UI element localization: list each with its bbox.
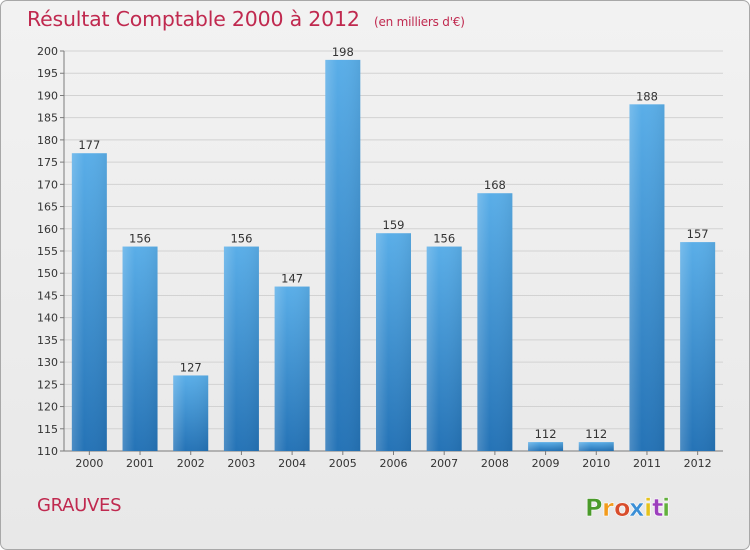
logo-letter: i — [644, 494, 652, 522]
y-tick-label: 150 — [37, 267, 58, 280]
y-tick-label: 165 — [37, 201, 58, 214]
bar-shading — [426, 246, 462, 451]
data-label: 177 — [78, 138, 100, 152]
x-tick-label: 2001 — [126, 457, 154, 470]
data-label: 188 — [636, 89, 658, 103]
bar-shading — [477, 193, 513, 451]
data-label: 157 — [687, 227, 709, 241]
bar-shading — [122, 246, 158, 451]
y-tick-label: 175 — [37, 156, 58, 169]
logo-letter: o — [614, 494, 631, 522]
y-tick-label: 145 — [37, 289, 58, 302]
x-tick-label: 2003 — [227, 457, 255, 470]
bar-shading — [680, 242, 716, 451]
data-label: 147 — [281, 272, 303, 286]
y-tick-label: 170 — [37, 178, 58, 191]
x-tick-label: 2011 — [633, 457, 661, 470]
commune-name: GRAUVES — [37, 495, 122, 516]
y-tick-label: 130 — [37, 356, 58, 369]
bar-shading — [629, 104, 665, 451]
bar-shading — [223, 246, 259, 451]
chart-title: Résultat Comptable 2000 à 2012 (en milli… — [27, 7, 465, 31]
data-label: 112 — [585, 427, 607, 441]
x-tick-label: 2009 — [532, 457, 560, 470]
x-tick-label: 2000 — [75, 457, 103, 470]
x-tick-label: 2012 — [684, 457, 712, 470]
x-tick-label: 2010 — [582, 457, 610, 470]
logo-letter: x — [629, 494, 645, 522]
data-label: 156 — [230, 232, 252, 246]
logo-letter: t — [652, 494, 663, 522]
data-label: 156 — [433, 232, 455, 246]
y-tick-label: 110 — [37, 445, 58, 458]
logo-letter: P — [585, 494, 603, 522]
y-tick-label: 125 — [37, 378, 58, 391]
y-tick-label: 190 — [37, 89, 58, 102]
x-tick-label: 2002 — [177, 457, 205, 470]
y-tick-label: 120 — [37, 401, 58, 414]
chart-title-unit: (en milliers d'€) — [374, 15, 465, 29]
bar-shading — [325, 59, 361, 452]
logo-letter: r — [602, 494, 614, 522]
data-labels: 177 156 127 156 147 198 159 156 168 112 112 188 157 — [78, 45, 708, 441]
bars — [71, 59, 716, 452]
x-tick-label: 2004 — [278, 457, 306, 470]
data-label: 127 — [180, 360, 202, 374]
x-tick-label: 2008 — [481, 457, 509, 470]
bar-shading — [173, 375, 209, 451]
y-tick-label: 155 — [37, 245, 58, 258]
bar-shading — [578, 442, 614, 451]
y-tick-label: 160 — [37, 223, 58, 236]
bar-shading — [376, 233, 411, 451]
y-tick-label: 195 — [37, 67, 58, 80]
x-tick-label: 2005 — [329, 457, 357, 470]
data-label: 112 — [535, 427, 557, 441]
y-tick-label: 200 — [37, 45, 58, 58]
y-tick-label: 115 — [37, 423, 58, 436]
logo-letter: i — [662, 494, 670, 522]
data-label: 198 — [332, 45, 354, 59]
y-tick-label: 135 — [37, 334, 58, 347]
y-tick-label: 185 — [37, 112, 58, 125]
bar-shading — [274, 286, 310, 451]
data-label: 168 — [484, 178, 506, 192]
x-tick-label: 2007 — [430, 457, 458, 470]
bar-shading — [528, 442, 564, 451]
y-tick-label: 140 — [37, 312, 58, 325]
x-tick-label: 2006 — [380, 457, 408, 470]
chart-title-main: Résultat Comptable 2000 à 2012 — [27, 7, 360, 31]
data-label: 159 — [383, 218, 405, 232]
bar-shading — [71, 153, 107, 451]
data-label: 156 — [129, 232, 151, 246]
y-tick-label: 180 — [37, 134, 58, 147]
